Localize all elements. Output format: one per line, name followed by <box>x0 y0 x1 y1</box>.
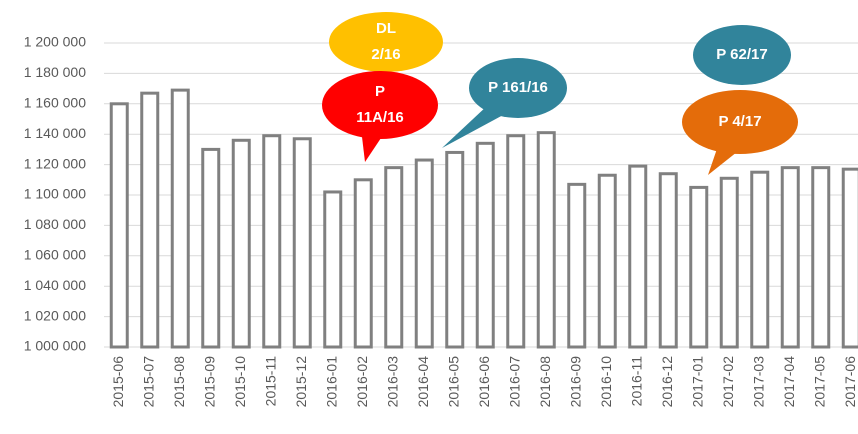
callout-text: DL <box>376 20 396 37</box>
bar <box>231 138 251 349</box>
y-tick-label: 1 000 000 <box>24 338 86 354</box>
y-tick-label: 1 140 000 <box>24 125 86 141</box>
callout <box>469 58 567 118</box>
y-tick-label: 1 100 000 <box>24 186 86 202</box>
bar <box>414 158 434 349</box>
bar <box>658 172 678 349</box>
y-tick-label: 1 080 000 <box>24 216 86 232</box>
x-tick-label: 2016-10 <box>598 356 614 408</box>
x-tick-label: 2015-11 <box>262 356 278 407</box>
x-tick-label: 2015-10 <box>232 356 248 408</box>
x-tick-label: 2015-09 <box>201 356 217 408</box>
x-tick-label: 2016-05 <box>445 356 461 408</box>
callout-text: P 161/16 <box>488 79 548 96</box>
callout-tail <box>442 105 505 148</box>
callout-text: 2/16 <box>371 46 400 63</box>
bar <box>445 150 465 349</box>
x-tick-label: 2016-03 <box>384 356 400 408</box>
x-tick-label: 2017-02 <box>720 356 736 408</box>
bar <box>384 166 404 349</box>
x-tick-label: 2017-01 <box>689 356 705 408</box>
callout-text: P 62/17 <box>716 46 767 63</box>
x-tick-label: 2015-08 <box>171 356 187 408</box>
y-tick-label: 1 020 000 <box>24 307 86 323</box>
x-tick-label: 2015-07 <box>140 356 156 408</box>
bar <box>323 190 343 349</box>
callout <box>329 12 443 72</box>
bar <box>750 170 770 349</box>
y-tick-label: 1 160 000 <box>24 95 86 111</box>
bar <box>841 167 858 349</box>
bar <box>597 173 617 349</box>
bar <box>140 91 160 349</box>
y-tick-label: 1 120 000 <box>24 155 86 171</box>
bar <box>689 185 709 349</box>
bar <box>567 182 587 349</box>
y-tick-label: 1 200 000 <box>24 34 86 50</box>
bar <box>780 166 800 349</box>
x-tick-label: 2016-11 <box>628 356 644 407</box>
bar <box>628 164 648 349</box>
x-tick-label: 2015-06 <box>110 356 126 408</box>
callout <box>693 25 791 85</box>
x-tick-label: 2016-04 <box>415 356 431 408</box>
x-tick-label: 2017-04 <box>781 356 797 408</box>
bar <box>201 147 221 349</box>
x-tick-label: 2017-03 <box>750 356 766 408</box>
y-tick-label: 1 180 000 <box>24 64 86 80</box>
bar <box>536 131 556 349</box>
bar <box>170 88 190 349</box>
callout-text: 11A/16 <box>356 109 404 126</box>
x-tick-label: 2016-06 <box>476 356 492 408</box>
x-tick-label: 2016-09 <box>567 356 583 408</box>
callout <box>682 90 798 154</box>
callout-text: P <box>375 83 385 100</box>
bar <box>719 176 739 349</box>
callout-text: P 4/17 <box>718 113 761 130</box>
x-tick-label: 2016-02 <box>354 356 370 408</box>
x-tick-label: 2016-01 <box>323 356 339 408</box>
y-tick-label: 1 060 000 <box>24 247 86 263</box>
bar <box>475 141 495 349</box>
x-tick-label: 2017-05 <box>811 356 827 408</box>
x-tick-label: 2015-12 <box>293 356 309 408</box>
x-tick-label: 2017-06 <box>842 356 858 408</box>
x-tick-label: 2016-08 <box>537 356 553 408</box>
x-tick-label: 2016-07 <box>506 356 522 408</box>
y-tick-label: 1 040 000 <box>24 277 86 293</box>
x-tick-label: 2016-12 <box>659 356 675 408</box>
bar <box>506 134 526 349</box>
bar <box>811 166 831 349</box>
callout <box>322 71 438 139</box>
bar <box>292 137 312 349</box>
bar <box>262 134 282 349</box>
bar <box>109 102 129 349</box>
bar <box>353 178 373 349</box>
